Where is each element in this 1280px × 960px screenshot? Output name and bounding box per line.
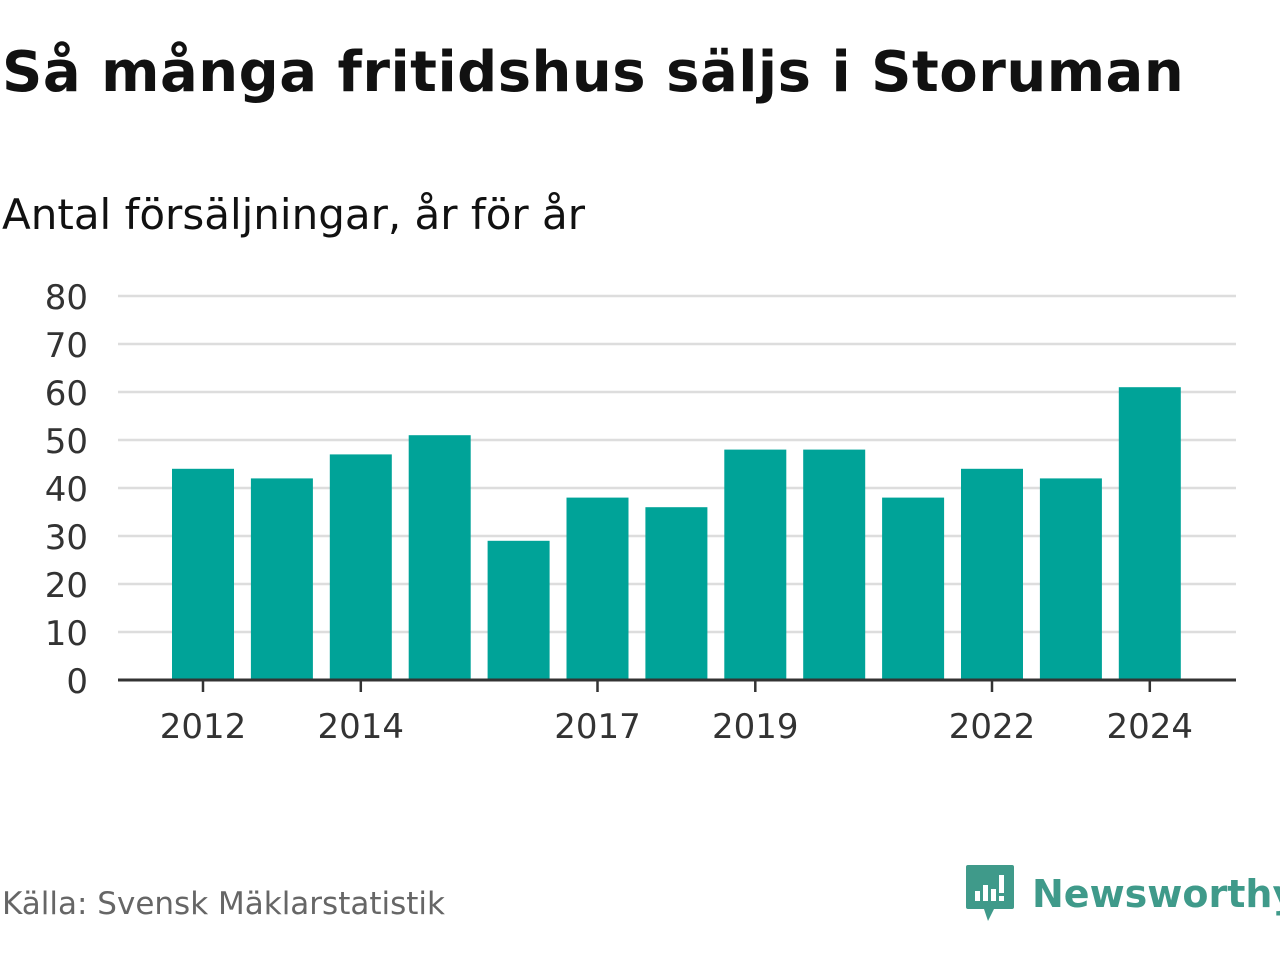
x-tick-label: 2017 xyxy=(554,707,641,747)
bar-2021 xyxy=(882,497,945,680)
newsworthy-logo-icon xyxy=(966,865,1014,921)
y-tick-label: 40 xyxy=(45,470,88,510)
y-tick-label: 70 xyxy=(45,326,88,366)
x-axis-ticks: 2012 2014 2017 2019 2022 2024 xyxy=(160,680,1193,747)
bar-2024 xyxy=(1118,387,1181,680)
bar-2015 xyxy=(408,435,471,680)
y-tick-label: 60 xyxy=(45,374,88,414)
x-tick-label: 2024 xyxy=(1107,707,1194,747)
bar-2020 xyxy=(803,449,866,680)
bar-2018 xyxy=(645,507,708,680)
y-tick-label: 20 xyxy=(45,566,88,606)
x-tick-label: 2014 xyxy=(318,707,405,747)
bar-2012 xyxy=(172,468,234,680)
y-tick-label: 50 xyxy=(45,422,88,462)
bar-2022 xyxy=(961,468,1023,680)
y-tick-label: 10 xyxy=(45,614,88,654)
bar-2019 xyxy=(724,449,787,680)
x-tick-label: 2012 xyxy=(160,707,247,747)
y-tick-label: 0 xyxy=(66,662,88,702)
bar-2014 xyxy=(329,454,392,680)
x-tick-label: 2022 xyxy=(949,707,1036,747)
brand-logo: Newsworthy xyxy=(964,862,1280,926)
chart-subtitle: Antal försäljningar, år för år xyxy=(2,190,586,239)
y-tick-labels: 0 10 20 30 40 50 60 70 80 xyxy=(45,278,88,702)
bar-2017 xyxy=(566,497,629,680)
chart-title: Så många fritidshus säljs i Storuman xyxy=(2,40,1185,105)
brand-name: Newsworthy xyxy=(1032,872,1280,916)
source-note: Källa: Svensk Mäklarstatistik xyxy=(2,886,445,922)
x-tick-label: 2019 xyxy=(712,707,799,747)
bar-2013 xyxy=(250,478,313,680)
bar-2023 xyxy=(1039,478,1102,680)
y-tick-label: 80 xyxy=(45,278,88,318)
bars xyxy=(172,387,1181,680)
bar-2016 xyxy=(487,540,550,680)
y-tick-label: 30 xyxy=(45,518,88,558)
